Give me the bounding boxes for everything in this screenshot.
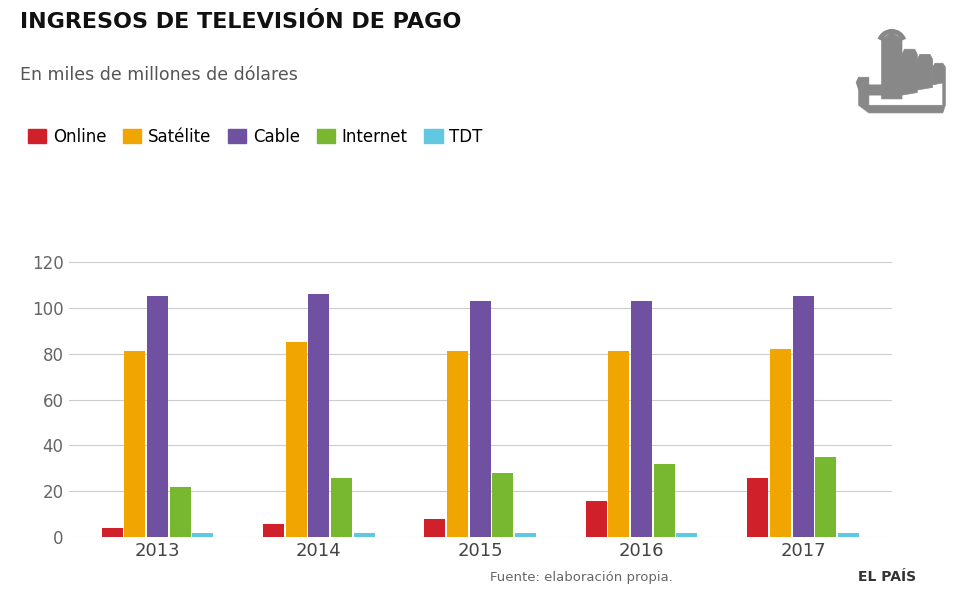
Text: En miles de millones de dólares: En miles de millones de dólares <box>20 66 298 84</box>
Bar <box>586 500 607 537</box>
Bar <box>124 351 145 537</box>
Bar <box>285 342 307 537</box>
Bar <box>676 533 698 537</box>
Bar <box>747 478 768 537</box>
Bar <box>770 349 791 537</box>
Text: EL PAÍS: EL PAÍS <box>858 570 915 584</box>
Bar <box>192 533 214 537</box>
Bar <box>815 457 836 537</box>
Bar <box>515 533 536 537</box>
Bar <box>263 524 284 537</box>
Bar <box>492 473 514 537</box>
Polygon shape <box>857 77 882 95</box>
Legend: Online, Satélite, Cable, Internet, TDT: Online, Satélite, Cable, Internet, TDT <box>28 128 483 146</box>
Bar <box>102 528 122 537</box>
Bar <box>609 351 629 537</box>
Bar <box>309 294 329 537</box>
Bar <box>424 519 445 537</box>
Text: Fuente: elaboración propia.: Fuente: elaboración propia. <box>490 571 673 584</box>
Bar <box>147 296 168 537</box>
Polygon shape <box>902 49 917 95</box>
Bar <box>838 533 858 537</box>
Bar <box>447 351 468 537</box>
Bar <box>170 487 190 537</box>
Polygon shape <box>917 54 933 90</box>
Polygon shape <box>882 33 902 99</box>
Polygon shape <box>933 63 946 85</box>
Bar <box>654 464 675 537</box>
Bar <box>354 533 374 537</box>
Bar <box>631 301 652 537</box>
Text: INGRESOS DE TELEVISIÓN DE PAGO: INGRESOS DE TELEVISIÓN DE PAGO <box>20 12 461 32</box>
Bar <box>331 478 352 537</box>
Bar <box>793 296 813 537</box>
Bar <box>469 301 491 537</box>
Polygon shape <box>858 77 946 113</box>
